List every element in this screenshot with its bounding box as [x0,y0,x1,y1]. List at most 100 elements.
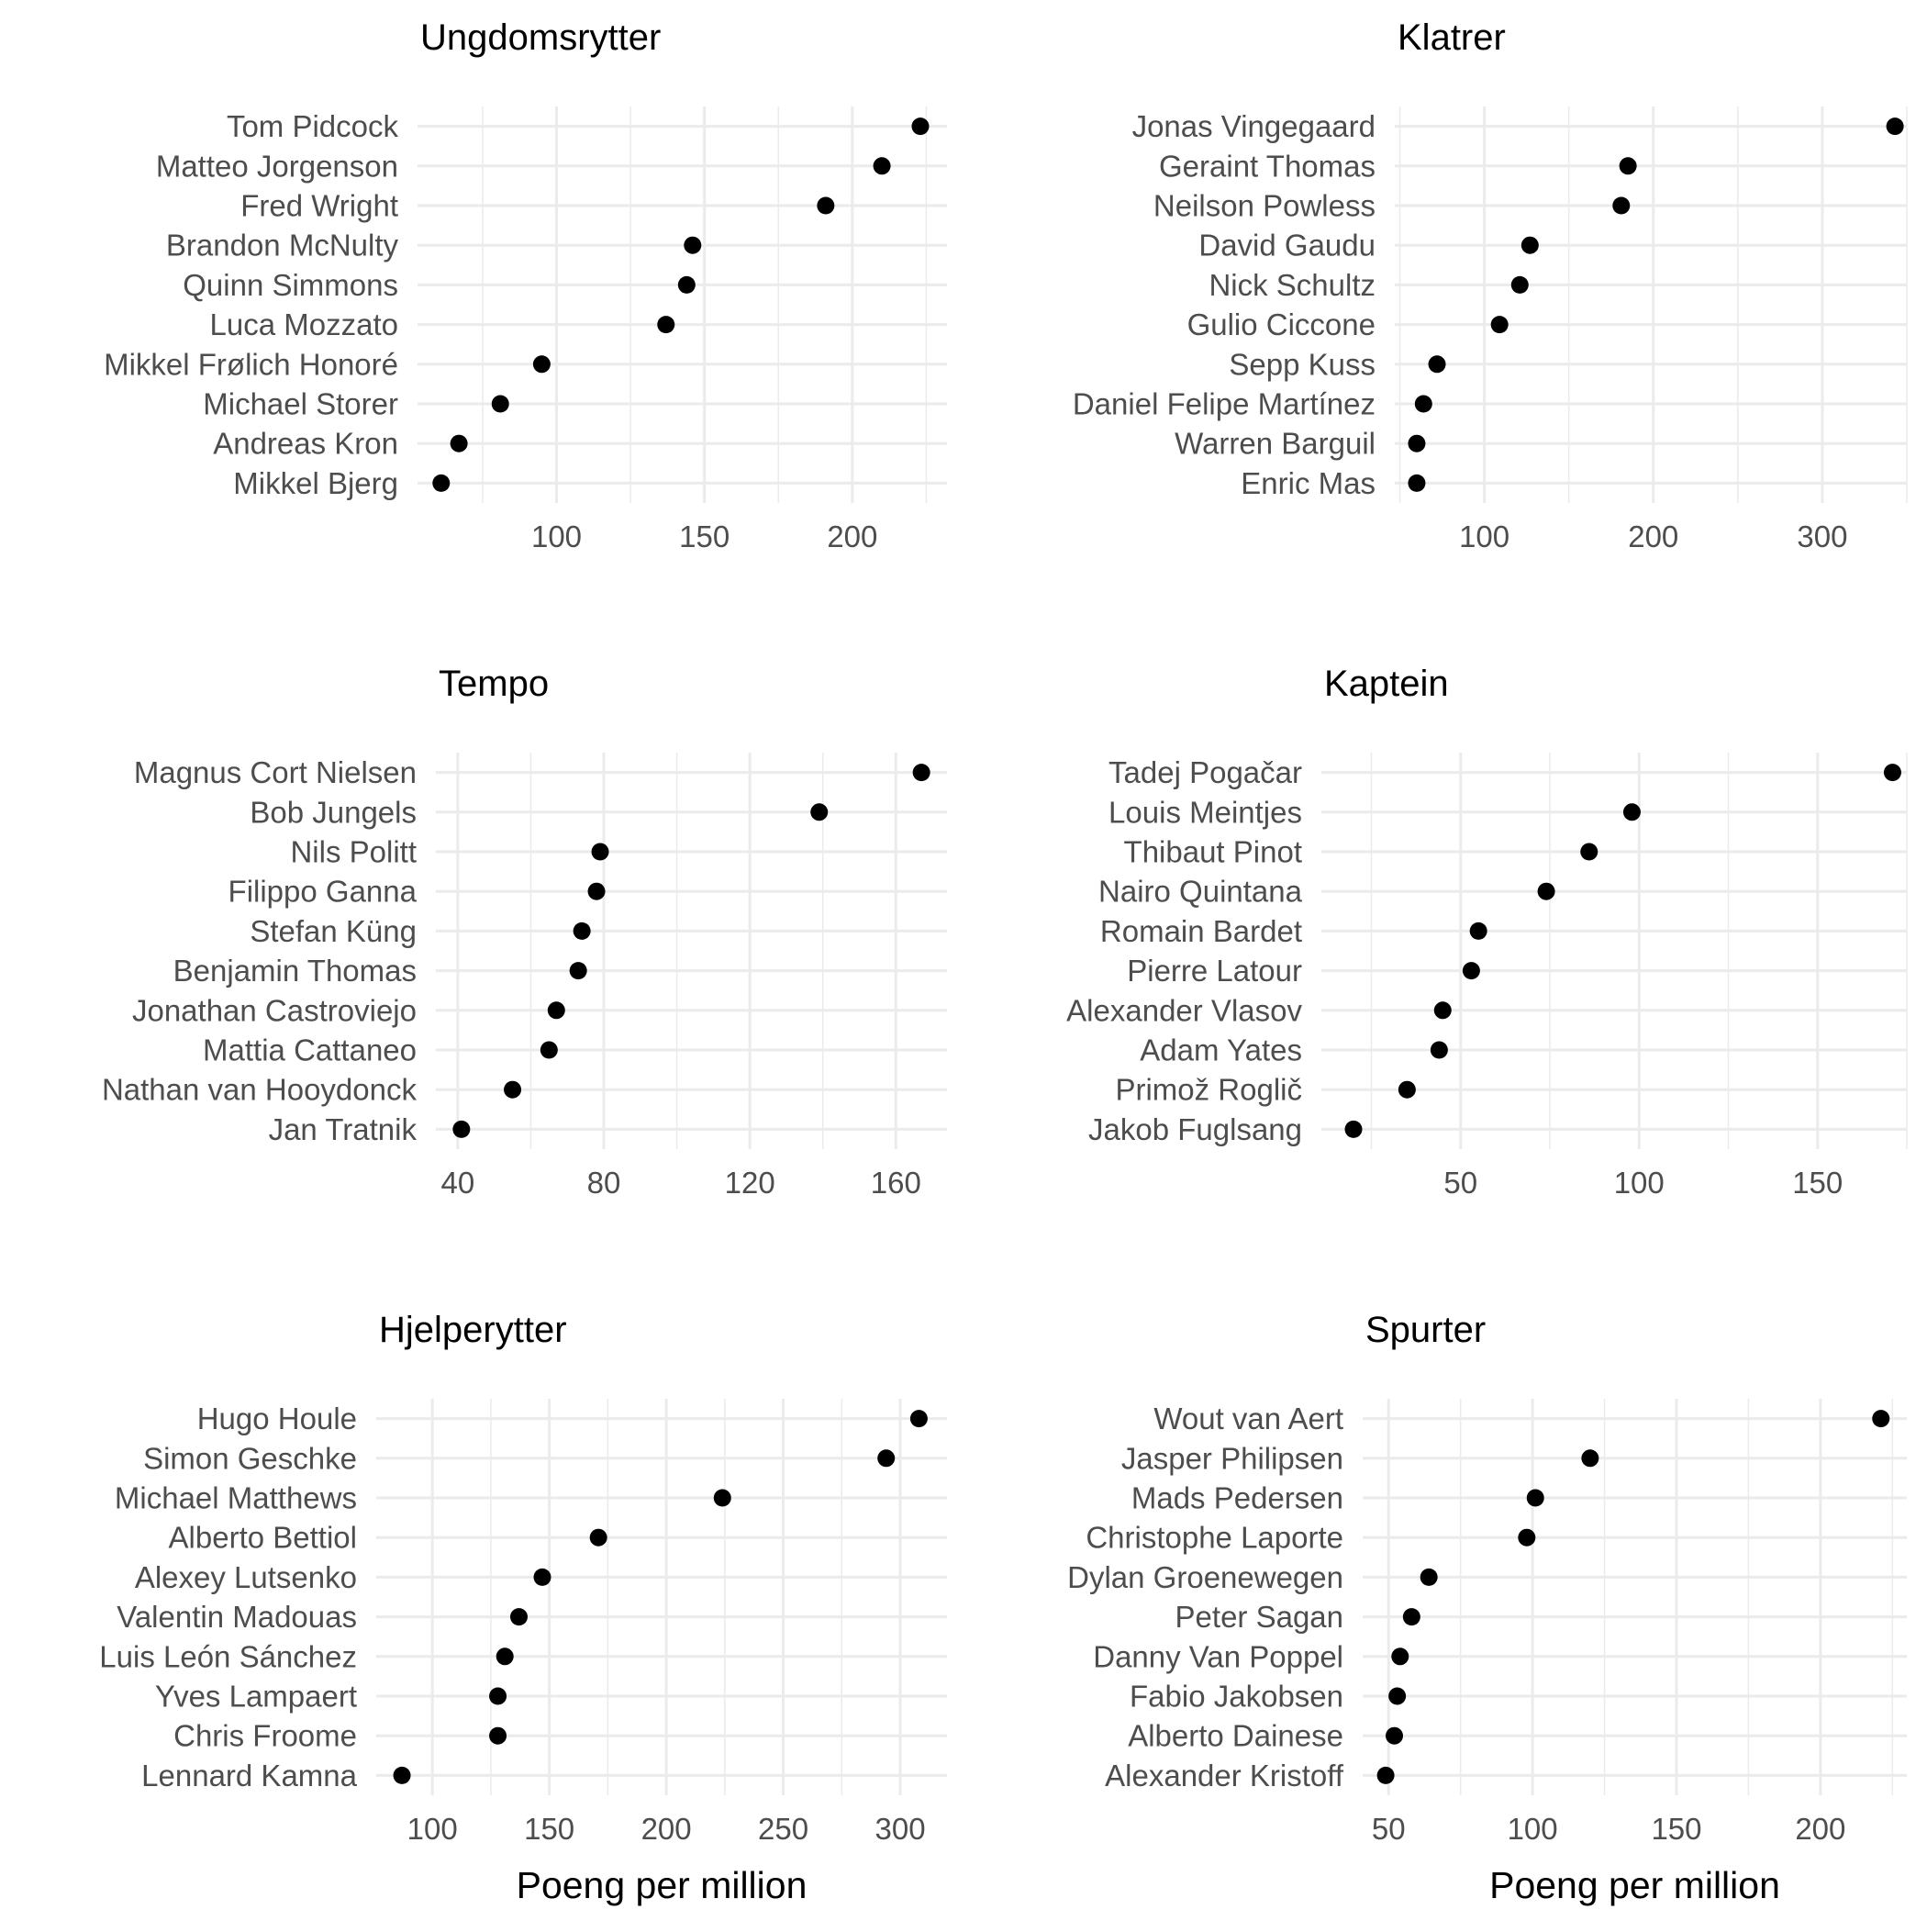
data-point [912,764,930,782]
data-point [1526,1489,1544,1507]
rider-label: Valentin Madouas [117,1600,357,1634]
rider-label: Luca Mozzato [210,307,398,341]
rider-label: Romain Bardet [1100,914,1302,948]
data-point [432,474,451,492]
data-point [491,395,509,413]
rider-label: Alberto Dainese [1128,1719,1343,1753]
rider-label: Quinn Simmons [183,268,398,302]
data-point [1420,1568,1438,1586]
panel-title: Spurter [1365,1310,1486,1350]
data-point [713,1489,731,1507]
x-tick-label: 100 [1508,1812,1558,1846]
data-point [1490,316,1509,334]
data-point [1510,275,1529,294]
data-point [1408,434,1426,452]
data-point [1398,1080,1416,1099]
x-tick-label: 250 [758,1812,808,1846]
data-point [1580,843,1598,861]
rider-label: Louis Meintjes [1108,795,1302,829]
rider-label: Tadej Pogačar [1108,755,1302,789]
x-tick-label: 200 [1795,1812,1845,1846]
rider-label: Jasper Philipsen [1121,1441,1343,1475]
rider-label: Mikkel Frølich Honoré [104,347,398,381]
data-point [1462,962,1480,980]
rider-label: Fred Wright [240,189,398,223]
panel-5: Hjelperytter Hugo Houle Simon Geschke Micha… [99,1310,947,1906]
data-point [589,1528,607,1547]
x-tick-label: 200 [1628,519,1678,553]
data-point [1430,1041,1448,1059]
data-point [657,316,675,334]
x-tick-label: 40 [441,1166,475,1200]
rider-label: Michael Matthews [115,1481,357,1515]
rider-label: Alberto Bettiol [169,1521,357,1555]
x-tick-label: 100 [1614,1166,1665,1200]
rider-label: Benjamin Thomas [173,954,417,988]
rider-label: Jakob Fuglsang [1088,1112,1302,1146]
panel-6: Spurter Wout van Aert Jasper Philipsen Mads… [1067,1310,1907,1906]
x-tick-label: 200 [641,1812,692,1846]
data-point [1344,1120,1363,1138]
x-tick-label: 300 [1797,519,1847,553]
data-point [810,803,829,821]
rider-label: Nick Schultz [1209,268,1376,302]
data-point [1581,1449,1599,1468]
data-point [1391,1647,1409,1666]
rider-label: Bob Jungels [250,795,417,829]
rider-label: Mattia Cattaneo [203,1033,417,1067]
data-point [1537,882,1555,900]
x-tick-label: 160 [871,1166,921,1200]
panel-title: Tempo [439,664,549,704]
data-point [450,434,468,452]
data-point [393,1766,411,1784]
rider-label: Alexander Vlasov [1066,993,1302,1027]
rider-label: Hugo Houle [197,1402,357,1435]
data-point [1518,1528,1536,1547]
x-tick-label: 200 [827,519,877,553]
data-point [877,1449,896,1468]
rider-label: Christophe Laporte [1086,1521,1343,1555]
rider-label: Warren Barguil [1175,427,1376,461]
data-point [1402,1608,1420,1626]
data-point [547,1001,565,1020]
rider-label: Lennard Kamna [141,1759,357,1792]
x-tick-label: 150 [1651,1812,1701,1846]
x-tick-label: 150 [524,1812,574,1846]
rider-label: Alexey Lutsenko [135,1560,357,1594]
rider-label: Sepp Kuss [1229,347,1376,381]
x-tick-label: 80 [587,1166,621,1200]
x-tick-label: 100 [407,1812,458,1846]
rider-label: Nathan van Hooydonck [102,1073,418,1107]
rider-label: Jonas Vingegaard [1132,109,1376,143]
rider-label: Yves Lampaert [155,1680,357,1714]
data-point [452,1120,471,1138]
data-point [684,236,702,254]
data-point [540,1041,558,1059]
rider-label: Neilson Powless [1153,189,1376,223]
data-point [1428,355,1446,374]
rider-label: Peter Sagan [1175,1600,1343,1634]
data-point [591,843,609,861]
rider-label: Danny Van Poppel [1093,1639,1343,1673]
rider-label: Nairo Quintana [1098,875,1303,909]
rider-label: Chris Froome [173,1719,357,1753]
rider-label: Mikkel Bjerg [233,466,398,500]
data-point [533,1568,551,1586]
data-point [496,1647,514,1666]
data-point [587,882,606,900]
panel-2: Klatrer Jonas Vingegaard Geraint Thomas Nei… [1073,17,1908,553]
x-tick-label: 100 [531,519,582,553]
panel-1: Ungdomsrytter Tom Pidcock Matteo Jorgenson… [104,17,947,553]
data-point [569,962,587,980]
data-point [532,355,551,374]
x-tick-label: 150 [679,519,730,553]
data-point [504,1080,522,1099]
rider-label: David Gaudu [1198,229,1376,262]
data-point [489,1726,507,1745]
rider-label: Gulio Ciccone [1187,307,1376,341]
x-tick-label: 120 [725,1166,775,1200]
rider-label: Brandon McNulty [166,229,399,262]
panel-title: Hjelperytter [379,1310,567,1350]
rider-label: Alexander Kristoff [1105,1759,1344,1792]
